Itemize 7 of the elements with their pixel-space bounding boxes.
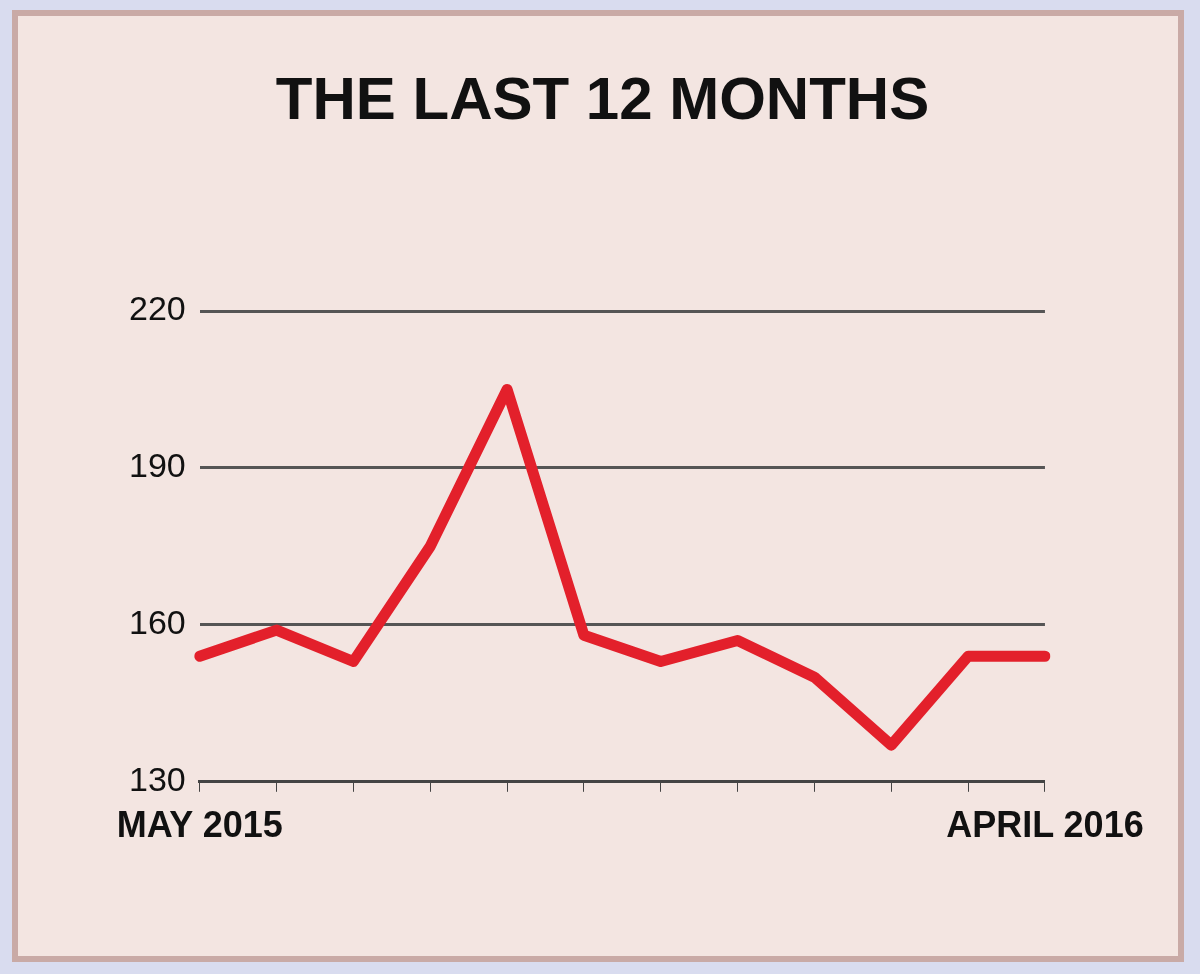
y-tick-label: 190 xyxy=(128,446,186,485)
y-tick-label: 220 xyxy=(128,289,186,328)
x-tick-label: MAY 2015 xyxy=(116,804,283,846)
chart-title: THE LAST 12 MONTHS xyxy=(275,64,930,132)
y-tick-label: 160 xyxy=(128,603,186,642)
y-tick-label: 130 xyxy=(128,760,186,799)
x-tick-label: APRIL 2016 xyxy=(946,804,1144,846)
